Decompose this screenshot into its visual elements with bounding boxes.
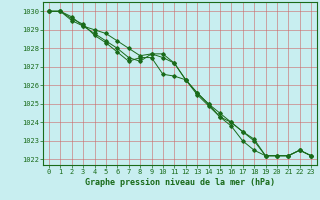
X-axis label: Graphe pression niveau de la mer (hPa): Graphe pression niveau de la mer (hPa)	[85, 178, 275, 187]
